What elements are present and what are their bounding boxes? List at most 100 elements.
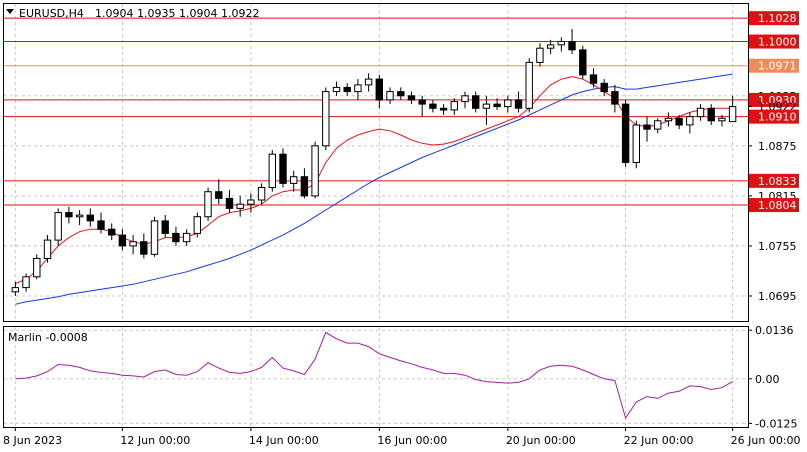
time-tick-label: 14 Jun 00:00 bbox=[249, 434, 319, 447]
candle bbox=[429, 99, 437, 113]
candle-body bbox=[54, 212, 62, 241]
candle bbox=[728, 95, 737, 123]
candle-body bbox=[65, 212, 73, 218]
candle bbox=[108, 223, 116, 241]
candle bbox=[525, 58, 533, 113]
candle-body bbox=[643, 124, 651, 130]
slow-ma-line bbox=[15, 73, 733, 305]
price-tick-label: 1.0930 bbox=[758, 94, 797, 107]
candle-body bbox=[268, 153, 277, 189]
candle bbox=[568, 29, 576, 55]
time-tick-label: 8 Jun 2023 bbox=[3, 434, 62, 447]
candle bbox=[129, 235, 137, 255]
candle-body bbox=[86, 214, 94, 222]
candle-body bbox=[300, 176, 309, 197]
candle bbox=[686, 112, 694, 134]
candle bbox=[504, 95, 512, 113]
candle-body bbox=[311, 145, 319, 197]
candle-body bbox=[429, 103, 437, 109]
candle bbox=[193, 212, 202, 238]
candle bbox=[696, 104, 705, 121]
price-tick-label: 1.0910 bbox=[758, 111, 797, 124]
candle-body bbox=[257, 187, 266, 201]
candle bbox=[589, 68, 598, 88]
candle bbox=[439, 104, 448, 115]
candle-body bbox=[290, 176, 298, 184]
candle-body bbox=[322, 91, 330, 147]
candle bbox=[621, 99, 630, 167]
candle-body bbox=[118, 234, 127, 247]
candle bbox=[22, 273, 30, 292]
candle bbox=[97, 212, 105, 234]
candle-body bbox=[150, 220, 159, 255]
price-tick-label: 1.0755 bbox=[758, 240, 797, 253]
candle-body bbox=[675, 117, 683, 126]
candle-body bbox=[108, 228, 116, 236]
candle-body bbox=[461, 95, 469, 103]
candle-body bbox=[11, 287, 20, 293]
candle bbox=[461, 91, 469, 109]
candle-body bbox=[728, 106, 737, 123]
candle bbox=[654, 118, 662, 134]
candle bbox=[43, 235, 52, 263]
time-axis: 8 Jun 2023 12 Jun 00:00 14 Jun 00:00 16 Jun… bbox=[3, 427, 801, 447]
time-tick-label: 20 Jun 00:00 bbox=[506, 434, 576, 447]
candle-body bbox=[140, 241, 148, 255]
candle-body bbox=[204, 191, 212, 218]
candle-body bbox=[525, 61, 533, 109]
main-panel-frame bbox=[3, 3, 749, 322]
price-label-box bbox=[749, 58, 799, 73]
candle-body bbox=[215, 191, 223, 199]
oscillator-line bbox=[15, 331, 733, 420]
candle bbox=[546, 39, 555, 55]
candle-body bbox=[364, 78, 373, 86]
candle-body bbox=[375, 78, 384, 101]
candle-body bbox=[439, 107, 448, 111]
candle-body bbox=[236, 203, 244, 209]
candle-body bbox=[407, 95, 416, 101]
candle bbox=[172, 226, 180, 246]
time-tick-label: 16 Jun 00:00 bbox=[377, 434, 447, 447]
candle bbox=[150, 216, 159, 257]
candle bbox=[493, 98, 501, 110]
candle-body bbox=[193, 216, 202, 234]
candle bbox=[300, 168, 309, 199]
candle bbox=[643, 116, 651, 142]
candle bbox=[247, 193, 255, 213]
candle-body bbox=[418, 99, 426, 105]
price-tick-label: 1.0833 bbox=[758, 175, 797, 188]
candle bbox=[257, 183, 266, 205]
marlin-line bbox=[15, 331, 733, 420]
candle bbox=[482, 95, 491, 125]
candle-body bbox=[493, 103, 501, 108]
price-tick-label: 1.0695 bbox=[758, 290, 797, 303]
candle bbox=[225, 190, 234, 213]
candle-body bbox=[33, 257, 41, 278]
candle-body bbox=[161, 220, 169, 234]
candle-body bbox=[386, 91, 394, 101]
candle-body bbox=[546, 44, 555, 49]
candle-body bbox=[332, 86, 341, 93]
candle bbox=[118, 229, 127, 251]
oscillator-axis: 0.0136 0.00 -0.0125 bbox=[748, 324, 797, 430]
time-tick-label: 22 Jun 00:00 bbox=[624, 434, 694, 447]
candle-body bbox=[172, 232, 180, 243]
candle bbox=[11, 281, 20, 296]
candle-body bbox=[43, 239, 52, 260]
candle-body bbox=[354, 84, 362, 93]
candle-body bbox=[536, 47, 544, 63]
candle-body bbox=[568, 41, 576, 51]
candle-body bbox=[482, 103, 491, 109]
candle bbox=[290, 170, 298, 192]
osc-tick-label: 0.00 bbox=[755, 373, 780, 386]
candle-body bbox=[557, 41, 565, 46]
dropdown-triangle-icon[interactable] bbox=[6, 9, 14, 14]
candle-body bbox=[504, 99, 512, 108]
candle bbox=[311, 141, 319, 199]
candle bbox=[33, 254, 41, 280]
candle bbox=[268, 149, 277, 192]
candles bbox=[11, 29, 737, 296]
candle-body bbox=[589, 74, 598, 84]
candle bbox=[632, 120, 640, 169]
